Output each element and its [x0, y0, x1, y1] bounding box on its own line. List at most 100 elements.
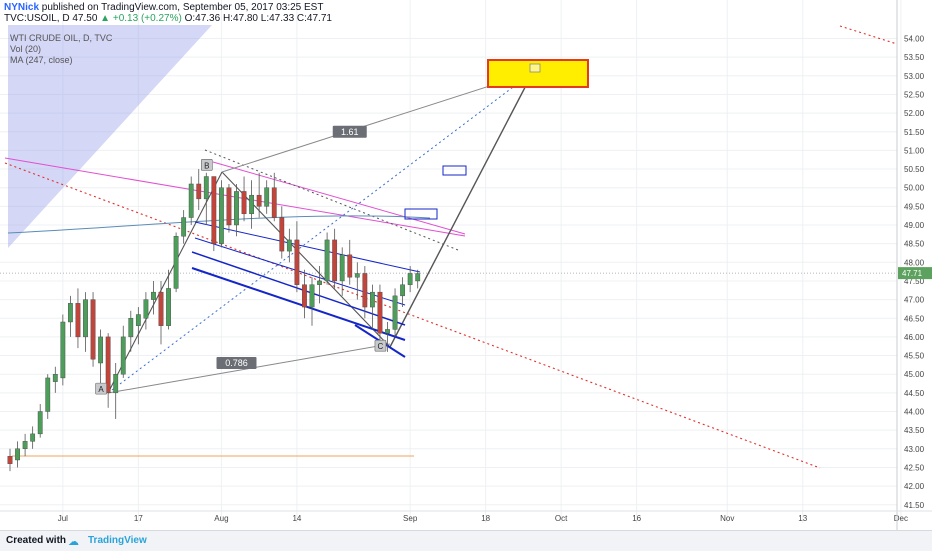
candle-body[interactable]	[234, 191, 239, 226]
candle-body[interactable]	[30, 433, 36, 442]
abcd-cd-line	[389, 71, 534, 348]
last-price-label: 47.71	[902, 269, 923, 278]
low-value: L:47.33	[260, 13, 295, 24]
y-tick-label: 46.50	[904, 314, 925, 323]
y-tick-label: 50.50	[904, 165, 925, 174]
long-trend-line-red	[4, 162, 821, 469]
candle-body[interactable]	[324, 239, 330, 282]
candle-body[interactable]	[392, 295, 398, 330]
candle-body[interactable]	[377, 291, 383, 334]
candle-body[interactable]	[407, 273, 413, 285]
candle-body[interactable]	[302, 284, 307, 308]
close-value: C:47.71	[296, 13, 332, 24]
y-tick-label: 44.00	[904, 408, 925, 417]
candle-body[interactable]	[45, 377, 51, 412]
candle-body[interactable]	[370, 291, 375, 308]
candle-body[interactable]	[37, 411, 43, 435]
chart-labels: A B C 1.61 0.786	[95, 125, 387, 395]
y-tick-label: 46.00	[904, 333, 925, 342]
grid	[0, 0, 902, 523]
candle-body[interactable]	[347, 254, 353, 278]
candle-body[interactable]	[173, 235, 179, 289]
candle-body[interactable]	[332, 239, 338, 282]
candle-body[interactable]	[135, 314, 141, 326]
y-tick-label: 51.00	[904, 146, 925, 155]
author-name[interactable]: NYNick	[4, 2, 40, 13]
candle-body[interactable]	[203, 176, 209, 200]
candle-body[interactable]	[362, 273, 368, 308]
candle-body[interactable]	[90, 299, 96, 360]
x-tick-label: Jul	[58, 514, 68, 523]
channel-line-4	[191, 267, 406, 341]
tradingview-brand[interactable]: TradingView	[88, 535, 147, 546]
abcd-ab-line	[107, 171, 223, 394]
candle-body[interactable]	[264, 187, 270, 207]
candle-body[interactable]	[354, 273, 360, 278]
dotted-projection-line	[107, 71, 534, 394]
candle-body[interactable]	[128, 318, 134, 338]
candle-body[interactable]	[60, 321, 66, 379]
candle-body[interactable]	[188, 183, 194, 218]
candle-body[interactable]	[415, 273, 421, 282]
channel-line-2	[194, 237, 406, 306]
small-target-box-2	[404, 208, 438, 220]
candle-body[interactable]	[294, 239, 300, 285]
created-with-text: Created with	[6, 535, 67, 546]
x-tick-label: 17	[134, 514, 143, 523]
candle-body[interactable]	[15, 448, 20, 461]
candle-body[interactable]	[339, 254, 345, 282]
candle-body[interactable]	[67, 303, 73, 323]
x-tick-label: 13	[798, 514, 807, 523]
candle-body[interactable]	[158, 291, 164, 326]
candle-body[interactable]	[151, 291, 156, 300]
axes: 41.50 42.00 42.50 43.00 43.50 44.00 44.50 45.00…	[0, 0, 932, 530]
candle-body[interactable]	[317, 280, 322, 285]
channel-line-3	[191, 251, 406, 326]
x-tick-label: Nov	[720, 514, 734, 523]
tradingview-logo-icon: ☁	[68, 536, 79, 548]
candle-body[interactable]	[241, 191, 247, 215]
x-tick-label: Oct	[555, 514, 568, 523]
candle-body[interactable]	[249, 194, 254, 215]
candle-body[interactable]	[196, 183, 202, 200]
candle-body[interactable]	[22, 441, 28, 449]
symbol: TVC:USOIL, D	[4, 13, 70, 24]
candle-body[interactable]	[211, 176, 217, 244]
volume-indicator[interactable]: Vol (20)	[10, 44, 42, 54]
candles	[7, 169, 421, 472]
candle-body[interactable]	[271, 187, 277, 218]
candle-body[interactable]	[286, 239, 292, 252]
fib-ratio-badge	[332, 125, 367, 138]
change-up-icon: ▲	[100, 13, 111, 24]
y-tick-label: 49.50	[904, 202, 925, 211]
candle-body[interactable]	[113, 374, 119, 394]
dotted-channel-line	[204, 149, 459, 251]
x-tick-label: Dec	[894, 514, 908, 523]
candle-body[interactable]	[7, 456, 13, 464]
candle-body[interactable]	[120, 336, 126, 375]
publish-line: NYNick published on TradingView.com, Sep…	[4, 2, 323, 14]
candle-body[interactable]	[105, 336, 111, 394]
y-tick-label: 45.50	[904, 352, 925, 361]
candle-body[interactable]	[279, 217, 285, 252]
candle-body[interactable]	[166, 288, 171, 326]
candle-body[interactable]	[75, 303, 81, 338]
candle-body[interactable]	[309, 284, 315, 308]
candle-body[interactable]	[52, 374, 58, 382]
candle-body[interactable]	[181, 217, 187, 237]
y-tick-label: 53.50	[904, 53, 925, 62]
candle-body[interactable]	[226, 187, 232, 226]
fib-ratio-label: 0.786	[225, 358, 248, 368]
candle-body[interactable]	[143, 299, 149, 319]
pattern-point-label: A	[98, 385, 104, 394]
y-tick-label: 51.50	[904, 128, 925, 137]
candle-body[interactable]	[400, 284, 405, 297]
candle-body[interactable]	[385, 329, 390, 334]
candle-body[interactable]	[98, 336, 104, 364]
pattern-point-marker	[201, 159, 213, 171]
ma-indicator[interactable]: MA (247, close)	[10, 55, 73, 65]
candle-body[interactable]	[218, 187, 224, 244]
candle-body[interactable]	[83, 299, 88, 338]
candle-body[interactable]	[256, 194, 262, 207]
